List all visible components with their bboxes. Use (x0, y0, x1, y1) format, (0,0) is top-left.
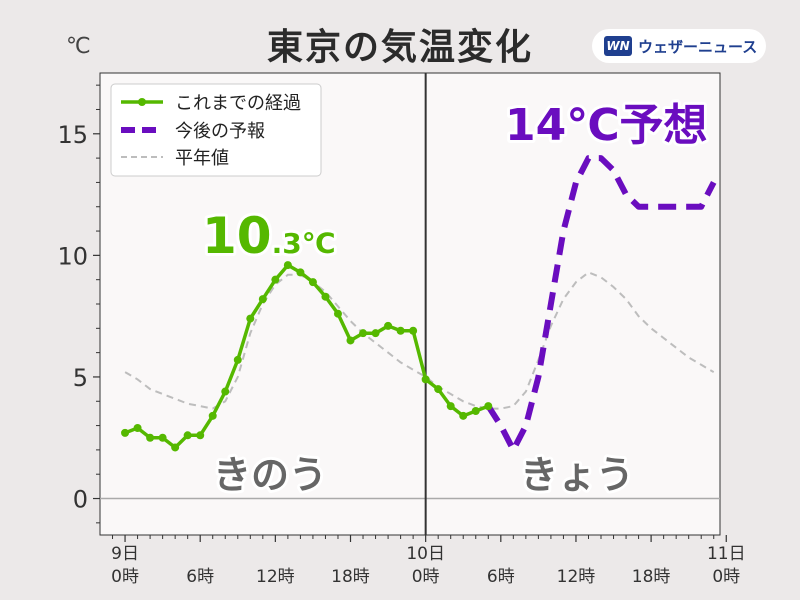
observed-point (321, 292, 330, 301)
x-tick-label: 6時 (186, 567, 214, 587)
observed-point (171, 443, 180, 452)
label-yesterday: きのう (213, 453, 327, 497)
x-tick-label: 0時 (111, 567, 139, 587)
x-tick-date: 11日 (707, 544, 746, 564)
x-tick-label: 6時 (487, 567, 515, 587)
x-tick-label: 12時 (256, 567, 295, 587)
observed-point (359, 329, 368, 338)
x-tick-label: 18時 (632, 567, 671, 587)
observed-point (434, 385, 443, 394)
x-tick-label: 18時 (331, 567, 370, 587)
observed-point (208, 411, 217, 420)
observed-point (308, 278, 317, 287)
observed-point (421, 375, 430, 384)
observed-point (384, 321, 393, 330)
observed-point (459, 411, 468, 420)
observed-point (471, 406, 480, 415)
observed-point (333, 309, 342, 318)
series-forecast-line (485, 155, 717, 453)
observed-point (271, 275, 280, 284)
legend-swatch-observed-marker (138, 98, 146, 106)
y-tick-label: 0 (73, 486, 88, 514)
observed-point (233, 355, 242, 364)
y-tick-label: 5 (73, 364, 88, 392)
x-tick-label: 12時 (557, 567, 596, 587)
observed-point (133, 424, 142, 433)
max-temp-annotation: 10.3℃ (202, 207, 336, 265)
observed-point (246, 314, 255, 323)
x-tick-label: 0時 (712, 567, 740, 587)
observed-point (146, 433, 155, 442)
observed-point (196, 431, 205, 440)
observed-point (409, 326, 418, 335)
observed-point (446, 402, 455, 411)
x-tick-label: 0時 (412, 567, 440, 587)
observed-point (296, 268, 305, 277)
brand-logo: WN ウェザーニュース (592, 29, 766, 63)
legend-label-observed: これまでの経過 (175, 93, 301, 114)
series-normal-line (124, 271, 715, 410)
x-tick-date: 9日 (111, 544, 139, 564)
legend-label-normal: 平年値 (175, 148, 229, 169)
label-today: きょう (520, 453, 634, 497)
observed-point (484, 402, 493, 411)
observed-point (283, 261, 292, 270)
y-axis-unit: ℃ (66, 34, 91, 59)
legend-box (110, 83, 322, 177)
brand-logo-icon: WN (604, 36, 632, 56)
observed-point (183, 431, 192, 440)
chart-title: 東京の気温変化 (266, 27, 533, 68)
observed-point (258, 295, 267, 304)
y-tick-label: 10 (57, 242, 88, 270)
x-tick-date: 10日 (406, 544, 445, 564)
legend-label-forecast: 今後の予報 (175, 121, 265, 142)
observed-point (221, 387, 230, 396)
observed-point (371, 329, 380, 338)
observed-point (346, 336, 355, 345)
y-tick-label: 15 (57, 121, 88, 149)
observed-point (158, 433, 167, 442)
observed-point (396, 326, 405, 335)
forecast-max-annotation: 14℃予想 (505, 100, 708, 151)
observed-point (121, 428, 130, 437)
brand-name: ウェザーニュース (638, 37, 758, 56)
